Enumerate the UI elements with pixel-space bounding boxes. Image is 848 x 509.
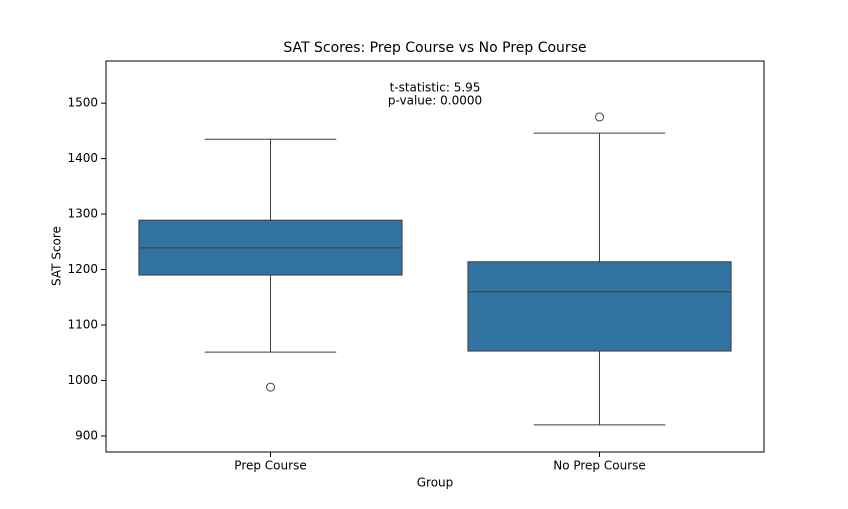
annotation: p-value: 0.0000 bbox=[388, 94, 482, 108]
annotation: t-statistic: 5.95 bbox=[390, 81, 481, 95]
y-tick-label: 1400 bbox=[67, 151, 98, 165]
chart-title: SAT Scores: Prep Course vs No Prep Cours… bbox=[283, 40, 586, 56]
y-tick-label: 1200 bbox=[67, 262, 98, 276]
plot-frame bbox=[105, 60, 765, 453]
box bbox=[467, 261, 732, 352]
x-tick-label: No Prep Course bbox=[553, 459, 646, 473]
flier bbox=[266, 382, 275, 392]
y-tick-label: 1500 bbox=[67, 96, 98, 110]
y-tick-label: 1100 bbox=[67, 317, 98, 331]
y-tick-label: 900 bbox=[75, 428, 98, 442]
y-tick-label: 1000 bbox=[67, 373, 98, 387]
y-axis-label: SAT Score bbox=[50, 226, 64, 286]
x-tick-label: Prep Course bbox=[234, 459, 306, 473]
x-axis-label: Group bbox=[417, 476, 454, 490]
y-tick-label: 1300 bbox=[67, 207, 98, 221]
flier bbox=[595, 112, 604, 122]
